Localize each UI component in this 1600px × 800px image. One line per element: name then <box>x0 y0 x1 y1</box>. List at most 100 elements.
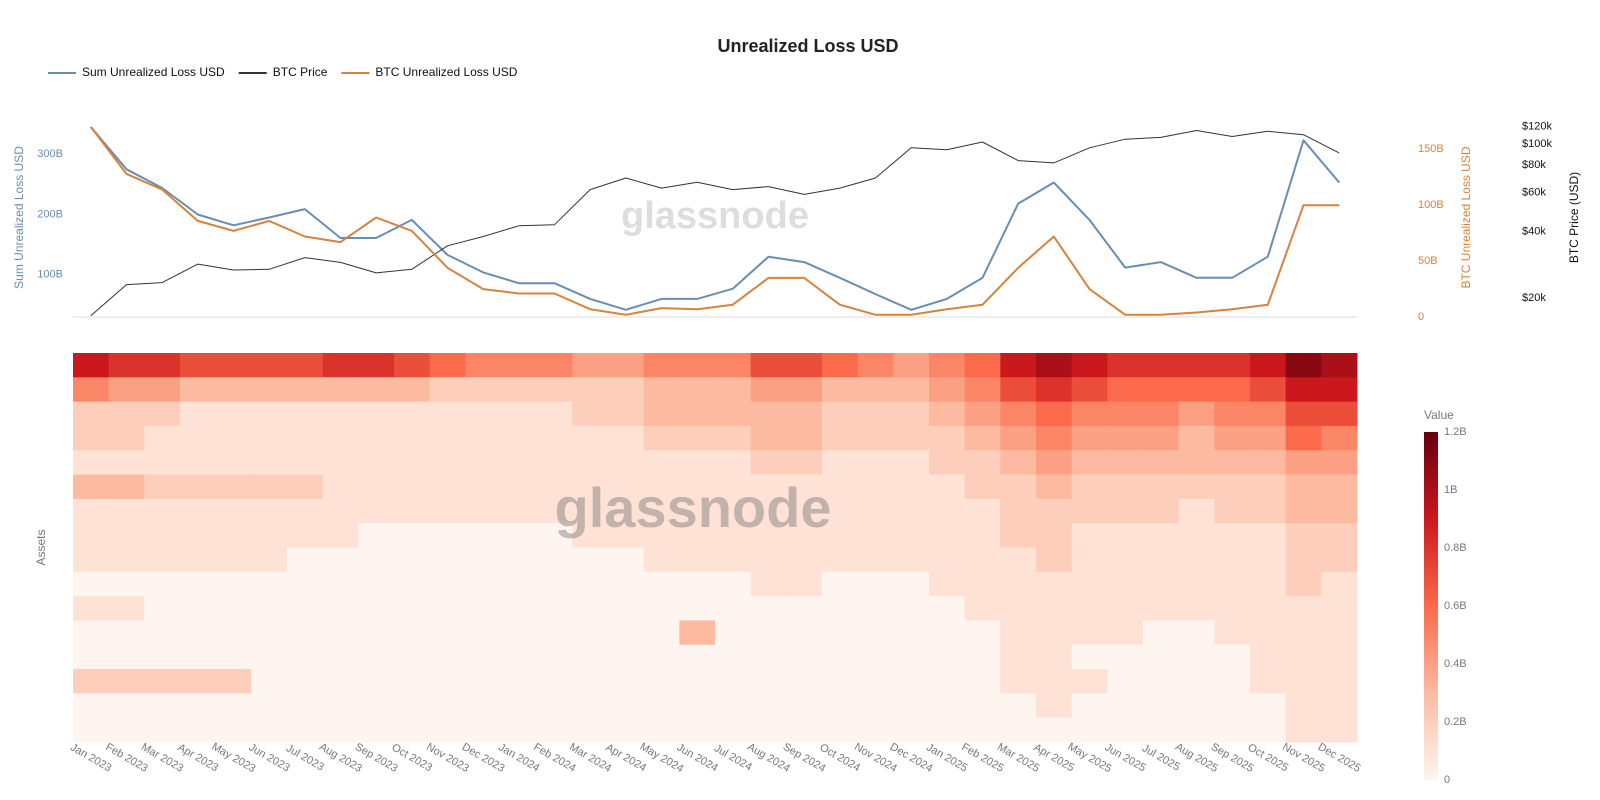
heatmap-cell <box>1214 353 1251 378</box>
heatmap-cell <box>501 620 538 646</box>
heatmap-cell <box>1285 669 1322 694</box>
colorbar-tick-label: 0.2B <box>1444 716 1467 728</box>
heatmap-cell <box>394 377 431 403</box>
heatmap-cell <box>1143 717 1180 743</box>
y-tick-label: 200B <box>37 208 63 220</box>
heatmap-cell <box>929 644 966 670</box>
heatmap-cell <box>1285 523 1322 548</box>
heatmap-cell <box>1036 353 1073 378</box>
heatmap-cell <box>251 377 288 403</box>
heatmap-cell <box>1000 669 1037 694</box>
heatmap-cell <box>679 717 716 743</box>
heatmap-cell <box>572 596 609 621</box>
heatmap-cell <box>572 620 609 646</box>
heatmap-cell <box>643 377 680 403</box>
heatmap-cell <box>857 474 894 500</box>
heatmap-cell <box>287 353 324 378</box>
heatmap-cell <box>429 474 466 500</box>
heatmap-cell <box>1321 571 1358 597</box>
heatmap-cell <box>822 401 859 427</box>
heatmap-cell <box>572 571 609 597</box>
heatmap-cell <box>857 353 894 378</box>
heatmap-cell <box>73 450 110 476</box>
heatmap-cell <box>394 353 431 378</box>
heatmap-cell <box>1321 547 1358 573</box>
heatmap-cell <box>715 693 752 719</box>
heatmap-cell <box>715 377 752 403</box>
colorbar-tick-label: 0.6B <box>1444 600 1467 612</box>
heatmap-cell <box>429 620 466 646</box>
watermark: glassnode <box>555 476 832 539</box>
heatmap-cell <box>108 401 145 427</box>
heatmap-cell <box>1321 669 1358 694</box>
heatmap-cell <box>929 547 966 573</box>
heatmap-cell <box>1214 571 1251 597</box>
heatmap-cell <box>857 547 894 573</box>
heatmap-cell <box>144 596 181 621</box>
heatmap-cell <box>1214 717 1251 743</box>
heatmap-cell <box>964 523 1001 548</box>
chart-title: Unrealized Loss USD <box>717 36 898 56</box>
heatmap-cell <box>643 523 680 548</box>
heatmap-cell <box>964 571 1001 597</box>
heatmap-cell <box>1036 523 1073 548</box>
heatmap-cell <box>215 717 252 743</box>
heatmap-cell <box>1321 498 1358 524</box>
heatmap-cell <box>1071 523 1108 548</box>
heatmap-cell <box>715 498 752 524</box>
heatmap-cell <box>715 596 752 621</box>
heatmap-cell <box>322 547 359 573</box>
heatmap-cell <box>465 401 502 427</box>
heatmap-cell <box>1178 620 1215 646</box>
heatmap-cell <box>465 425 502 451</box>
heatmap-cell <box>251 353 288 378</box>
heatmap-cell <box>1143 571 1180 597</box>
heatmap-cell <box>893 596 930 621</box>
heatmap-cell <box>1000 523 1037 548</box>
heatmap-cell <box>1214 693 1251 719</box>
heatmap-cell <box>287 620 324 646</box>
heatmap-cell <box>1071 474 1108 500</box>
heatmap-cell <box>536 620 573 646</box>
heatmap-cell <box>786 571 823 597</box>
heatmap-cell <box>750 596 787 621</box>
heatmap-cell <box>1321 644 1358 670</box>
heatmap-cell <box>822 620 859 646</box>
heatmap-cell <box>608 353 645 378</box>
watermark: glassnode <box>621 195 809 237</box>
colorbar-title: Value <box>1424 408 1454 422</box>
heatmap-cell <box>1107 377 1144 403</box>
heatmap-cell <box>429 571 466 597</box>
heatmap-cell <box>429 450 466 476</box>
heatmap-cell <box>1143 353 1180 378</box>
heatmap-cell <box>715 644 752 670</box>
heatmap-cell <box>1214 596 1251 621</box>
heatmap-cell <box>536 425 573 451</box>
axis-title: Sum Unrealized Loss USD <box>12 146 26 289</box>
heatmap-cell <box>679 669 716 694</box>
colorbar-tick-label: 1.2B <box>1444 426 1467 438</box>
heatmap-cell <box>1250 669 1287 694</box>
heatmap-cell <box>1321 353 1358 378</box>
heatmap-cell <box>429 596 466 621</box>
heatmap-cell <box>322 693 359 719</box>
heatmap-cell <box>144 377 181 403</box>
heatmap-cell <box>287 450 324 476</box>
heatmap-cell <box>73 377 110 403</box>
heatmap-cell <box>1071 669 1108 694</box>
heatmap-cell <box>358 498 395 524</box>
heatmap-cell <box>893 377 930 403</box>
heatmap-cell <box>643 353 680 378</box>
heatmap-cell <box>1071 450 1108 476</box>
heatmap-cell <box>1214 669 1251 694</box>
heatmap-cell <box>1214 498 1251 524</box>
heatmap-cell <box>608 693 645 719</box>
heatmap-cell <box>322 425 359 451</box>
heatmap-cell <box>608 523 645 548</box>
heatmap-cell <box>822 450 859 476</box>
heatmap-cell <box>715 401 752 427</box>
heatmap-cell <box>964 498 1001 524</box>
heatmap-cell <box>394 693 431 719</box>
heatmap-cell <box>964 596 1001 621</box>
